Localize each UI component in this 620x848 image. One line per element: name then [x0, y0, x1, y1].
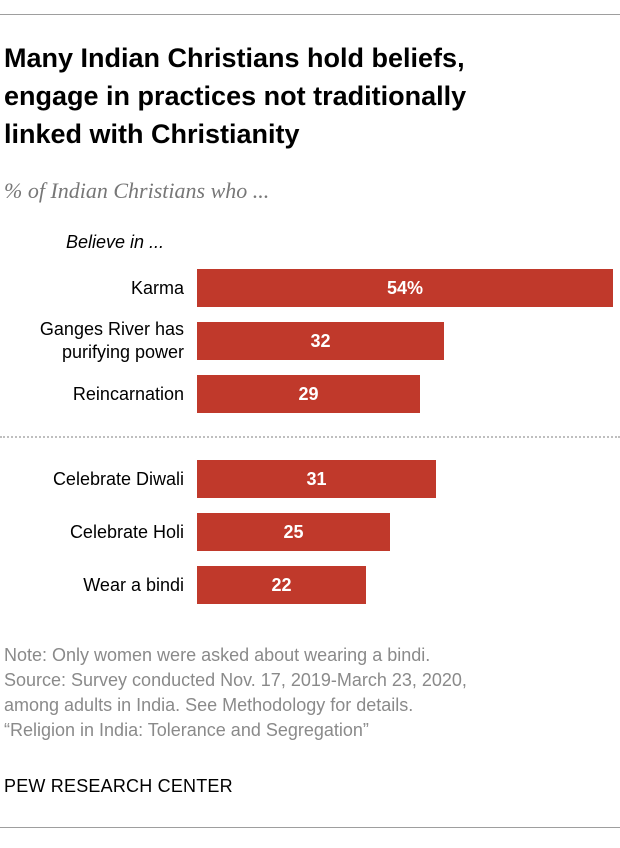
- category-label-line: Karma: [130, 277, 184, 298]
- category-label: Karma: [131, 277, 184, 300]
- bar: [197, 375, 420, 413]
- category-label: Celebrate Diwali: [53, 468, 184, 491]
- group-separator: [0, 436, 620, 438]
- bar: [197, 269, 613, 307]
- bar: [197, 566, 366, 604]
- bar-value-label: 22: [271, 575, 292, 595]
- bar: [197, 460, 436, 498]
- bottom-rule: [0, 827, 620, 828]
- brand-logo-text: PEW RESEARCH CENTER: [4, 776, 233, 796]
- bar: [197, 322, 444, 360]
- report-title-line: “Religion in India: Tolerance and Segreg…: [4, 720, 369, 740]
- bar: [197, 513, 390, 551]
- bar-value-label: 25: [283, 522, 304, 542]
- category-label: Celebrate Holi: [70, 521, 184, 544]
- category-label-line: purifying power: [61, 342, 184, 362]
- bar-value-label: 29: [298, 384, 319, 404]
- category-label-line: Ganges River has: [39, 319, 184, 339]
- chart-title: Many Indian Christians hold beliefs, eng…: [4, 39, 604, 153]
- source-line: among adults in India. See Methodology f…: [4, 695, 414, 715]
- category-label: Ganges River has purifying power: [40, 318, 184, 364]
- notes-block: Note: Only women were asked about wearin…: [4, 643, 467, 743]
- category-label: Wear a bindi: [83, 574, 184, 597]
- category-label: Reincarnation: [73, 383, 184, 406]
- chart-title-line-2: engage in practices not traditionally: [4, 81, 467, 111]
- bar-value-label: 32: [310, 331, 331, 351]
- bar-value-label: 54%: [386, 278, 424, 298]
- chart-subtitle: % of Indian Christians who ...: [4, 178, 270, 203]
- note-line: Note: Only women were asked about wearin…: [4, 645, 431, 665]
- category-label-line: Wear a bindi: [83, 574, 184, 595]
- source-line: Source: Survey conducted Nov. 17, 2019-M…: [4, 670, 467, 690]
- category-label-line: Celebrate Holi: [69, 521, 184, 542]
- chart-title-line-1: Many Indian Christians hold beliefs,: [4, 43, 465, 73]
- group-label-believe: Believe in ...: [66, 232, 165, 252]
- category-label-line: Reincarnation: [72, 383, 184, 404]
- top-rule: [0, 14, 620, 15]
- chart-title-line-3: linked with Christianity: [4, 119, 300, 149]
- category-label-line: Celebrate Diwali: [52, 468, 184, 489]
- bar-value-label: 31: [306, 469, 327, 489]
